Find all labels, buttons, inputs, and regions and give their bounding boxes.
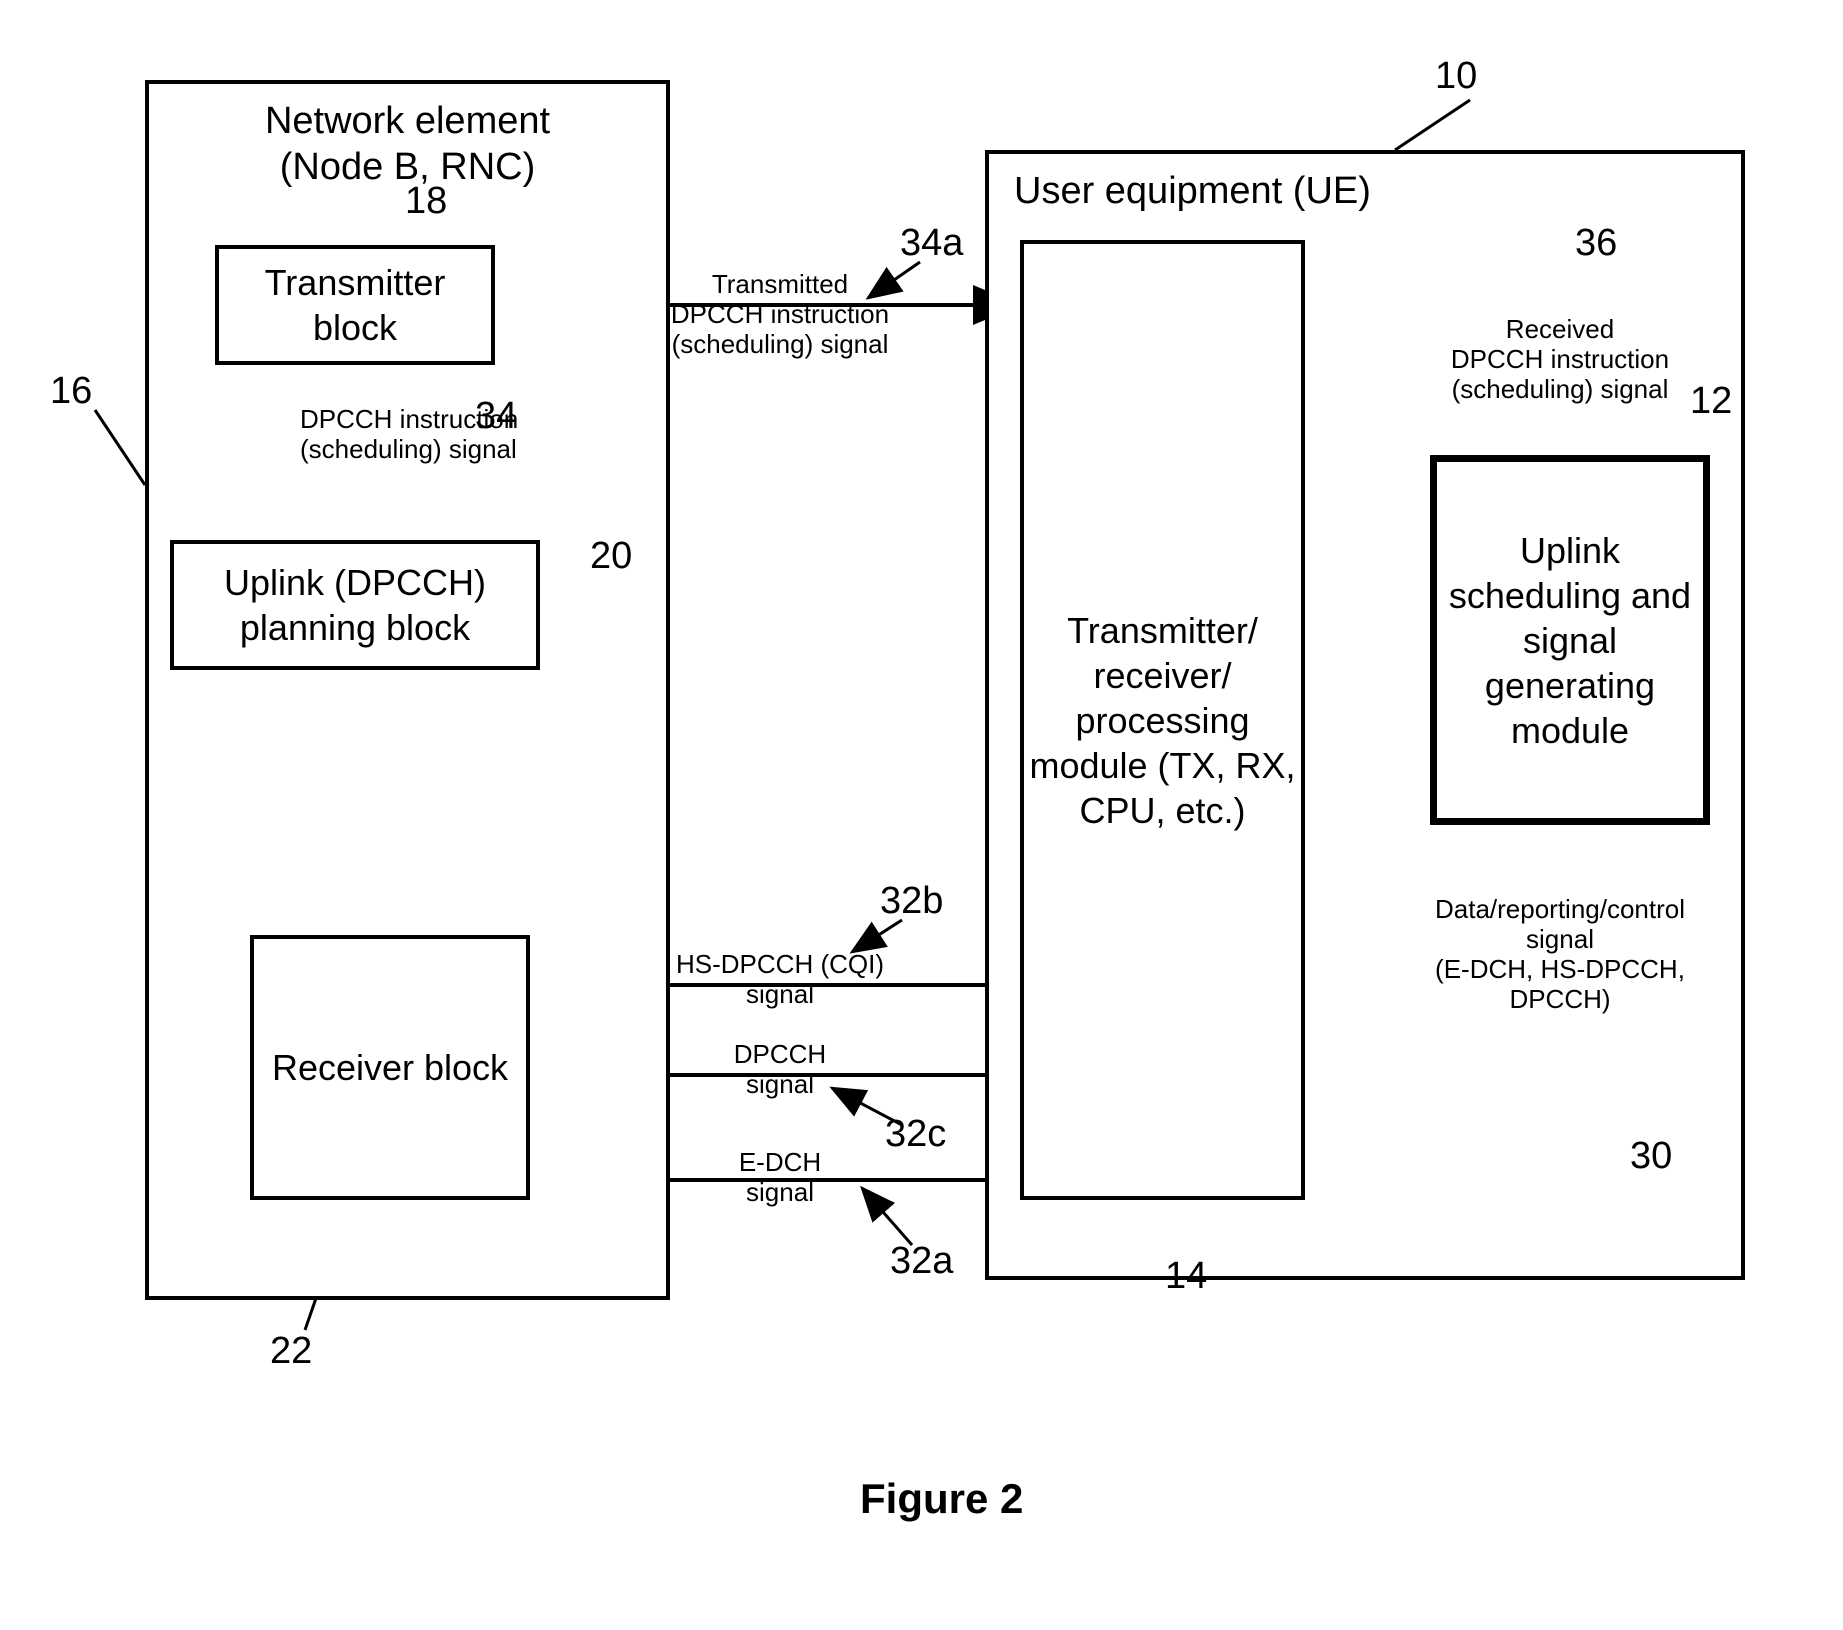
ref-20: 20 <box>590 535 632 578</box>
signal-32c-text: DPCCH signal <box>680 1040 880 1100</box>
receiver-block: Receiver block <box>250 935 530 1200</box>
network-element-title: Network element (Node B, RNC) <box>265 99 550 190</box>
ref-14: 14 <box>1165 1255 1207 1298</box>
signal-32b-text: HS-DPCCH (CQI) signal <box>665 950 895 1010</box>
signal-34-text: DPCCH instruction (scheduling) signal <box>300 405 520 465</box>
trx-module-text: Transmitter/ receiver/ processing module… <box>1024 608 1301 833</box>
signal-30-text: Data/reporting/control signal (E-DCH, HS… <box>1415 895 1705 1015</box>
figure-title: Figure 2 <box>860 1475 1023 1523</box>
uplink-planning-block-text: Uplink (DPCCH) planning block <box>174 560 536 650</box>
ref-12: 12 <box>1690 380 1732 423</box>
transmitter-block: Transmitter block <box>215 245 495 365</box>
transmitter-block-text: Transmitter block <box>219 260 491 350</box>
user-equipment-title: User equipment (UE) <box>1014 169 1371 215</box>
ref-30: 30 <box>1630 1135 1672 1178</box>
uplink-planning-block: Uplink (DPCCH) planning block <box>170 540 540 670</box>
ref-10: 10 <box>1435 55 1477 98</box>
ref-32b: 32b <box>880 880 943 923</box>
signal-36-text: Received DPCCH instruction (scheduling) … <box>1440 315 1680 405</box>
ref-32c: 32c <box>885 1113 946 1156</box>
uplink-sched-module-text: Uplink scheduling and signal generating … <box>1437 528 1703 753</box>
ref-34a: 34a <box>900 222 963 265</box>
uplink-sched-module: Uplink scheduling and signal generating … <box>1430 455 1710 825</box>
ref-36: 36 <box>1575 222 1617 265</box>
ref-16: 16 <box>50 370 92 413</box>
ref-22: 22 <box>270 1330 312 1373</box>
receiver-block-text: Receiver block <box>272 1045 508 1090</box>
ref-18: 18 <box>405 180 447 223</box>
signal-34a-text: Transmitted DPCCH instruction (schedulin… <box>665 270 895 360</box>
signal-32a-text: E-DCH signal <box>680 1148 880 1208</box>
trx-module: Transmitter/ receiver/ processing module… <box>1020 240 1305 1200</box>
ref-32a: 32a <box>890 1240 953 1283</box>
